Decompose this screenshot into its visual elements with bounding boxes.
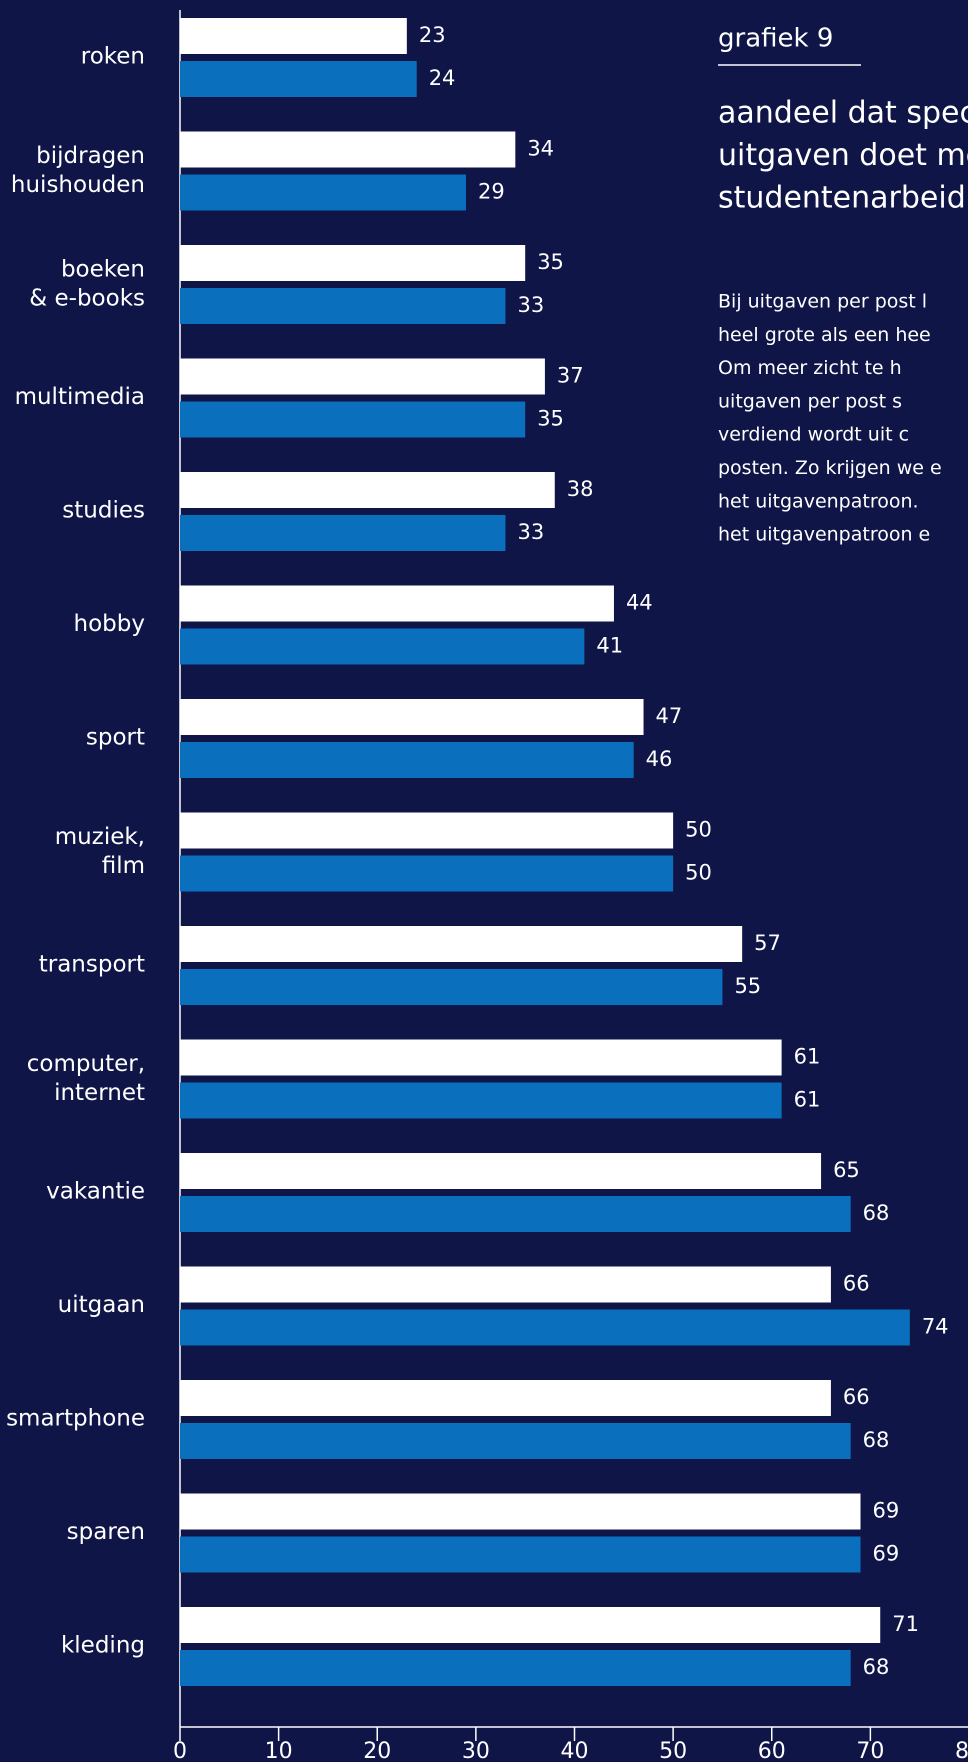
value-label: 65 — [833, 1158, 860, 1182]
x-tick-label: 0 — [173, 1739, 187, 1762]
bar — [180, 585, 614, 622]
value-label: 33 — [517, 520, 544, 544]
value-label: 61 — [794, 1088, 821, 1112]
bar — [180, 628, 585, 665]
bar — [180, 812, 674, 849]
category-label: computer, internet — [27, 1051, 145, 1106]
value-label: 46 — [646, 747, 673, 771]
bar — [180, 1082, 782, 1119]
x-tick-label: 60 — [758, 1739, 786, 1762]
body-text-line: het uitgavenpatroon e — [718, 524, 930, 546]
bar — [180, 1309, 910, 1346]
body-text-line: verdiend wordt uit c — [718, 424, 909, 446]
value-label: 50 — [685, 818, 712, 842]
bar — [180, 969, 723, 1005]
chart-title: grafiek 9 — [718, 24, 833, 54]
body-text-line: heel grote als een hee — [718, 324, 931, 346]
x-tick-label: 10 — [265, 1739, 293, 1762]
value-label: 41 — [596, 634, 623, 658]
bar — [180, 1196, 851, 1232]
value-label: 34 — [527, 137, 554, 161]
x-tick-label: 40 — [561, 1739, 589, 1762]
bar — [180, 358, 545, 395]
value-label: 68 — [863, 1428, 890, 1452]
category-label: smartphone — [6, 1406, 145, 1432]
bar — [180, 1153, 822, 1189]
value-label: 57 — [754, 931, 781, 955]
category-label: boeken & e-books — [29, 256, 145, 311]
category-label: sparen — [67, 1519, 145, 1545]
body-text-line: Om meer zicht te h — [718, 357, 902, 379]
bar — [180, 926, 743, 962]
value-label: 33 — [517, 293, 544, 317]
bar — [180, 174, 467, 211]
body-text-line: posten. Zo krijgen we e — [718, 457, 942, 479]
value-label: 55 — [734, 974, 761, 998]
category-label: kleding — [61, 1633, 145, 1659]
bar — [180, 855, 674, 892]
subtitle-line: aandeel dat spec — [718, 96, 968, 131]
bar — [180, 1380, 831, 1416]
value-label: 37 — [557, 364, 584, 388]
category-label: uitgaan — [58, 1292, 145, 1318]
bar — [180, 61, 417, 97]
category-label: transport — [39, 952, 145, 978]
x-tick-label: 20 — [363, 1739, 391, 1762]
value-label: 74 — [922, 1315, 949, 1339]
body-text-line: het uitgavenpatroon. — [718, 490, 919, 512]
value-label: 66 — [843, 1272, 870, 1296]
value-label: 23 — [419, 23, 446, 47]
bar — [180, 742, 634, 778]
value-label: 69 — [873, 1542, 900, 1566]
x-tick-label: 70 — [856, 1739, 884, 1762]
x-tick-label: 50 — [659, 1739, 687, 1762]
category-label: bijdragen huishouden — [11, 143, 145, 198]
bar — [180, 1493, 861, 1530]
value-label: 35 — [537, 250, 564, 274]
value-label: 71 — [892, 1612, 919, 1636]
bar — [180, 1039, 782, 1076]
bar — [180, 515, 506, 551]
value-label: 47 — [656, 704, 683, 728]
x-tick-label: 30 — [462, 1739, 490, 1762]
value-label: 66 — [843, 1385, 870, 1409]
value-label: 44 — [626, 591, 653, 615]
bar — [180, 401, 526, 438]
subtitle-line: uitgaven doet me — [718, 138, 968, 173]
category-label: vakantie — [46, 1179, 145, 1205]
bar — [180, 1607, 881, 1643]
bar — [180, 472, 555, 508]
bar — [180, 1536, 861, 1573]
category-label: hobby — [74, 611, 145, 637]
bar — [180, 245, 526, 281]
bar — [180, 699, 644, 735]
category-label: studies — [62, 498, 145, 524]
value-label: 61 — [794, 1045, 821, 1069]
category-label: roken — [81, 44, 145, 70]
value-label: 38 — [567, 477, 594, 501]
bar — [180, 131, 516, 168]
body-text-line: uitgaven per post s — [718, 390, 902, 412]
bar — [180, 288, 506, 324]
value-label: 50 — [685, 861, 712, 885]
x-tick-label: 80 — [955, 1739, 968, 1762]
value-label: 68 — [863, 1655, 890, 1679]
category-label: sport — [86, 725, 145, 751]
value-label: 24 — [429, 66, 456, 90]
body-text-line: Bij uitgaven per post l — [718, 291, 927, 313]
bar — [180, 1423, 851, 1459]
value-label: 29 — [478, 180, 505, 204]
bar — [180, 1266, 831, 1303]
value-label: 35 — [537, 407, 564, 431]
category-label: muziek, film — [55, 824, 145, 879]
value-label: 69 — [873, 1499, 900, 1523]
subtitle-line: studentenarbeid — [718, 181, 966, 216]
bar — [180, 18, 407, 54]
value-label: 68 — [863, 1201, 890, 1225]
bar — [180, 1650, 851, 1686]
category-label: multimedia — [15, 384, 145, 410]
